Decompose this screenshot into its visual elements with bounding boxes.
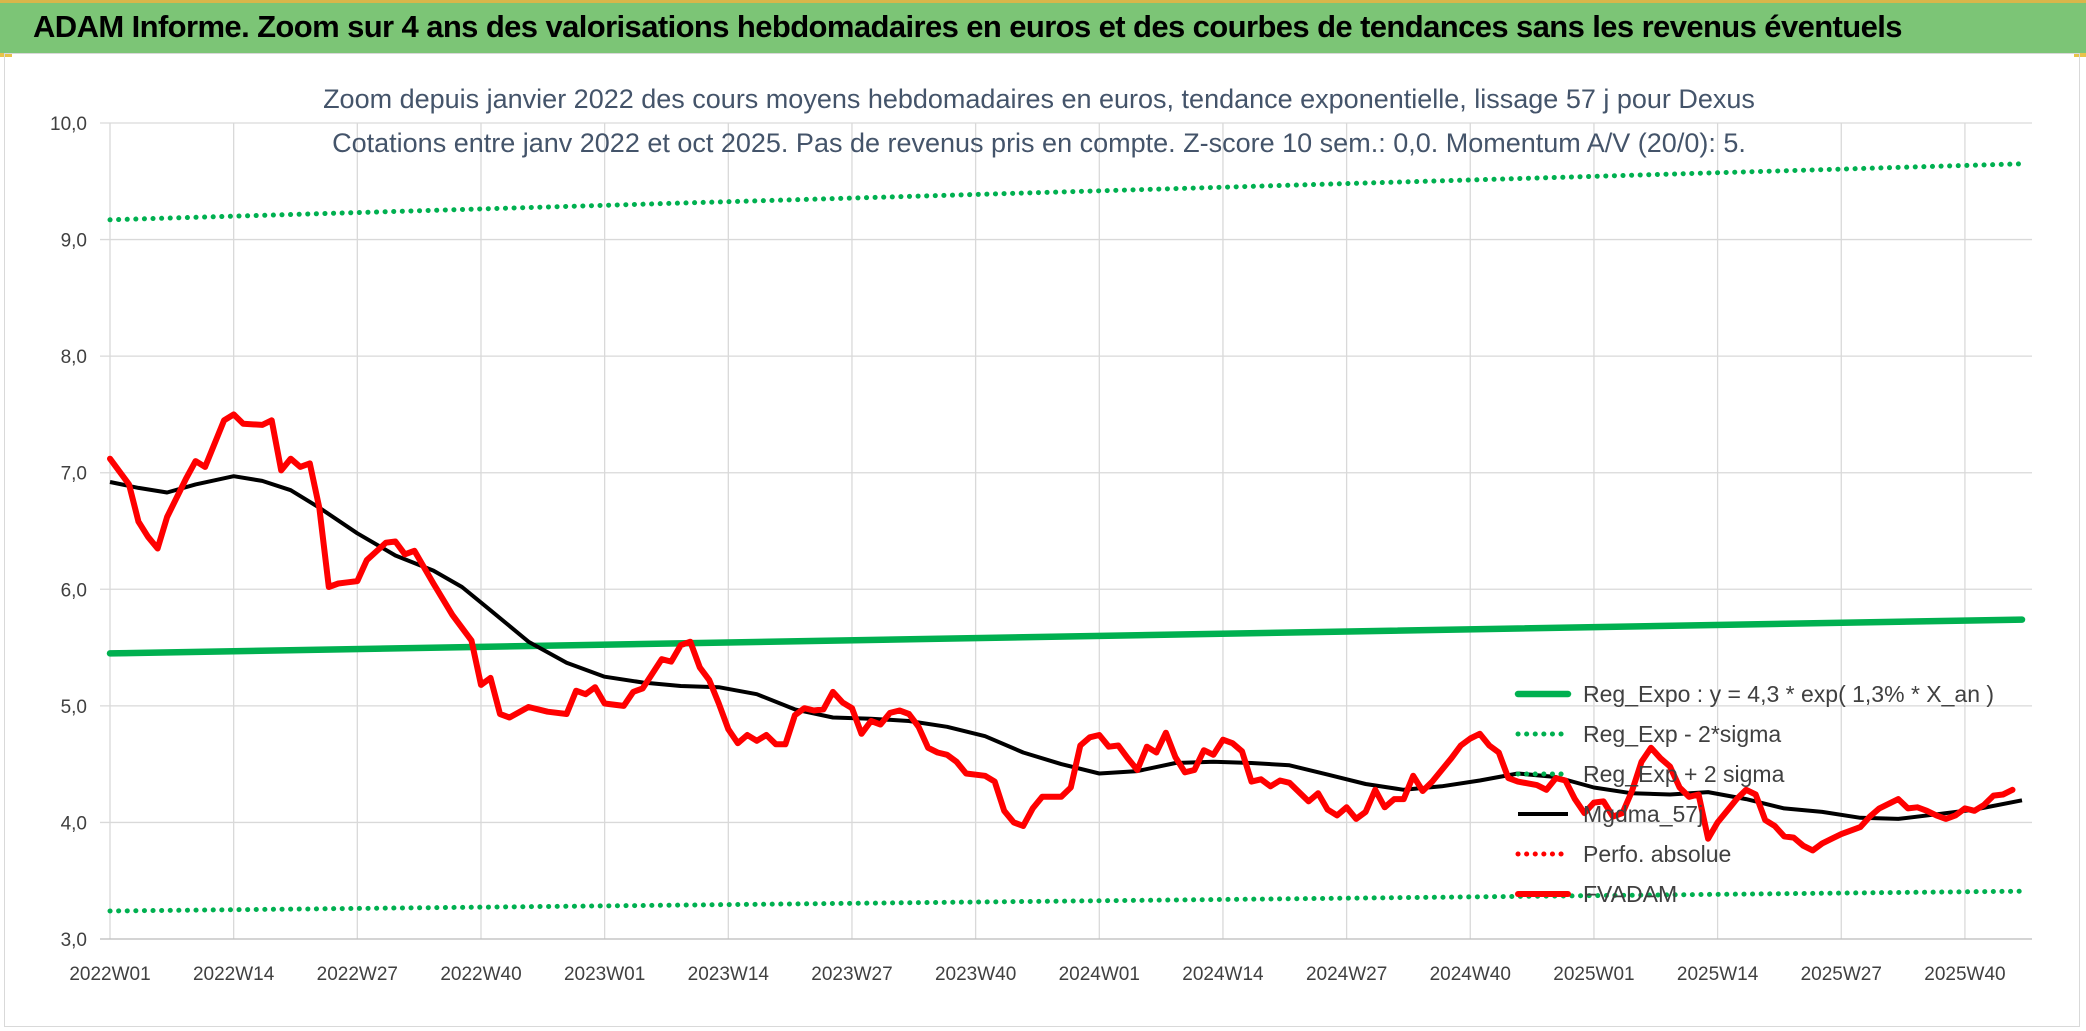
x-tick-label: 2023W01	[564, 964, 645, 985]
x-tick-label: 2023W40	[935, 964, 1016, 985]
y-tick-label: 3,0	[61, 930, 87, 951]
x-tick-label: 2024W40	[1430, 964, 1511, 985]
y-tick-label: 10,0	[50, 114, 87, 135]
series-line	[107, 411, 2016, 854]
legend-label: Reg_Expo : y = 4,3 * exp( 1,3% * X_an )	[1583, 681, 1994, 707]
x-tick-label: 2025W40	[1924, 964, 2005, 985]
legend-label: Perfo. absolue	[1583, 841, 1731, 867]
x-tick-label: 2025W27	[1801, 964, 1882, 985]
legend-label: Reg_Exp + 2 sigma	[1583, 761, 1785, 787]
legend-label: Mgdma_57j	[1583, 801, 1703, 827]
y-tick-label: 7,0	[61, 464, 87, 485]
legend-label: FVADAM	[1583, 881, 1677, 907]
x-tick-label: 2025W14	[1677, 964, 1759, 985]
x-tick-label: 2024W14	[1182, 964, 1264, 985]
y-tick-label: 4,0	[61, 813, 87, 834]
legend-label: Reg_Exp - 2*sigma	[1583, 721, 1781, 747]
x-tick-label: 2024W01	[1059, 964, 1140, 985]
x-tick-label: 2023W14	[688, 964, 770, 985]
series-line	[107, 888, 2025, 914]
x-tick-label: 2025W01	[1553, 964, 1634, 985]
y-tick-label: 6,0	[61, 580, 87, 601]
banner-corner-left	[0, 53, 12, 57]
legend: Reg_Expo : y = 4,3 * exp( 1,3% * X_an ) R…	[1514, 681, 1994, 907]
series-line	[106, 616, 2026, 657]
x-tick-label: 2022W27	[317, 964, 398, 985]
chart-title: Zoom depuis janvier 2022 des cours moyen…	[323, 84, 1755, 114]
y-axis-ticks: 3,0 4,0 5,0 6,0 7,0 8,0 9,0 10,0	[50, 114, 87, 951]
banner-corner-right	[2074, 53, 2086, 57]
chart-frame	[4, 53, 2080, 1027]
report-title: ADAM Informe. Zoom sur 4 ans des valoris…	[33, 9, 1903, 44]
y-tick-label: 5,0	[61, 697, 87, 718]
y-tick-label: 8,0	[61, 347, 87, 368]
chart-subtitle: Cotations entre janv 2022 et oct 2025. P…	[332, 128, 1746, 158]
y-tick-label: 9,0	[61, 231, 87, 252]
x-tick-label: 2022W01	[69, 964, 150, 985]
x-axis-ticks: 2022W01 2022W14 2022W27 2022W40 2023W01 2023W…	[69, 964, 2005, 985]
x-tick-label: 2023W27	[811, 964, 892, 985]
report-banner: ADAM Informe. Zoom sur 4 ans des valoris…	[0, 0, 2086, 53]
series-line	[107, 161, 2025, 223]
grid-lines	[100, 122, 2032, 940]
x-tick-label: 2022W14	[193, 964, 275, 985]
x-tick-label: 2022W40	[440, 964, 521, 985]
x-tick-label: 2024W27	[1306, 964, 1387, 985]
series-lines	[106, 161, 2026, 914]
